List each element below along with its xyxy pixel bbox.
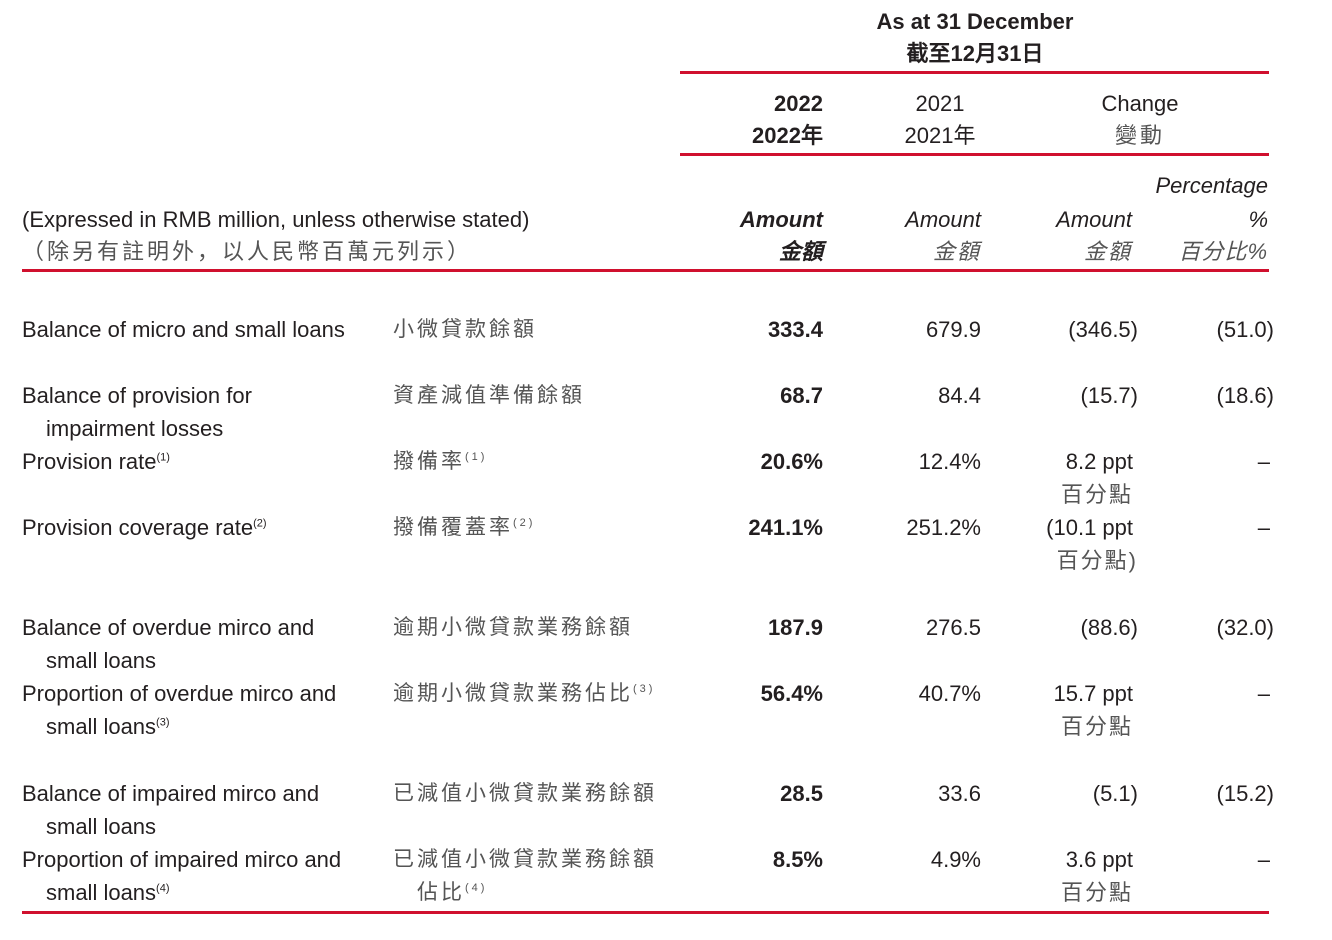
col-percentage: % [1248,207,1268,232]
year-2022: 2022 [774,91,823,116]
row-label-zh: 撥備覆蓋率(2) [393,516,536,539]
as-at-heading: As at 31 December [876,9,1074,34]
row-label-en: Balance of overdue mirco and small loans [22,615,315,673]
value-2022: 333.4 [767,317,823,342]
value-pct: – [1257,681,1270,706]
value-2021: 4.9% [930,847,981,872]
value-2022: 28.5 [780,781,823,806]
value-2021: 84.4 [938,383,981,408]
row-label-en: Proportion of impaired mirco and small lo… [22,847,342,905]
col-2021-amount-zh: 金額 [932,239,981,264]
year-2021: 2021 [915,91,965,116]
row-label-en: Provision rate(1) [22,449,170,474]
change-heading: Change [1101,91,1179,116]
col-2021-amount: Amount [905,207,981,232]
col-percentage-top: Percentage [1155,173,1268,198]
row-label-zh: 逾期小微貸款業務餘額 [393,616,633,639]
value-change: (346.5) [1068,317,1138,342]
as-at-heading-zh: 截至12月31日 [906,41,1044,66]
change-heading-zh: 變動 [1114,123,1165,148]
col-2022-amount-zh: 金額 [778,239,823,264]
col-change-amount-zh: 金額 [1083,239,1132,264]
expressed-note-zh: （除另有註明外，以人民幣百萬元列示） [22,239,473,264]
value-change: (15.7) [1080,383,1138,408]
col-2022-amount: Amount [739,207,823,232]
value-2021: 276.5 [925,615,981,640]
value-2021: 251.2% [906,515,981,540]
value-change: (5.1) [1092,781,1138,806]
row-label-zh: 已減值小微貸款業務餘額 佔比(4) [393,848,657,904]
value-2022: 20.6% [760,449,823,474]
row-label-zh: 小微貸款餘額 [393,318,537,341]
expressed-note: (Expressed in RMB million, unless otherw… [22,207,530,232]
value-pct: – [1257,847,1270,872]
value-2021: 679.9 [925,317,981,342]
col-percentage-zh: 百分比% [1178,239,1268,264]
value-2022: 241.1% [748,515,823,540]
value-change: (88.6) [1080,615,1138,640]
row-label-zh: 逾期小微貸款業務佔比(3) [393,682,656,705]
value-2021: 40.7% [918,681,981,706]
col-change-amount: Amount [1056,207,1132,232]
value-change: 3.6 ppt 百分點 [1060,847,1133,905]
row-label-en: Provision coverage rate(2) [22,515,267,540]
value-2022: 56.4% [760,681,823,706]
table-bottom-rule [22,911,1269,914]
row-label-zh: 已減值小微貸款業務餘額 [393,782,657,805]
value-2022: 8.5% [772,847,823,872]
value-pct: – [1257,449,1270,474]
row-label-zh: 撥備率(1) [393,450,488,473]
value-change: 15.7 ppt 百分點 [1053,681,1133,739]
column-header-rule [22,269,1269,272]
row-label-en: Balance of micro and small loans [22,317,345,342]
year-2021-zh: 2021年 [904,123,976,148]
value-pct: – [1257,515,1270,540]
value-pct: (51.0) [1216,317,1274,342]
footnote-ref: (1) [156,451,170,464]
row-label-en: Balance of impaired mirco and small loans [22,781,320,839]
value-change: (10.1 ppt 百分點) [1046,515,1138,573]
value-change: 8.2 ppt 百分點 [1060,449,1133,507]
row-label-en: Proportion of overdue mirco and small loa… [22,681,337,739]
row-label-en: Balance of provision for impairment losse… [22,383,252,441]
year-rule [680,153,1269,156]
value-pct: (15.2) [1216,781,1274,806]
row-label-zh: 資產減值準備餘額 [393,384,585,407]
header-rule [680,71,1269,74]
value-2021: 33.6 [938,781,981,806]
value-2022: 187.9 [767,615,823,640]
year-2022-zh: 2022年 [752,123,823,148]
footnote-ref: (2) [253,517,267,530]
value-pct: (18.6) [1216,383,1274,408]
footnote-ref: (4) [156,882,170,895]
value-pct: (32.0) [1216,615,1274,640]
value-2021: 12.4% [918,449,981,474]
value-2022: 68.7 [780,383,823,408]
footnote-ref: (3) [156,716,170,729]
